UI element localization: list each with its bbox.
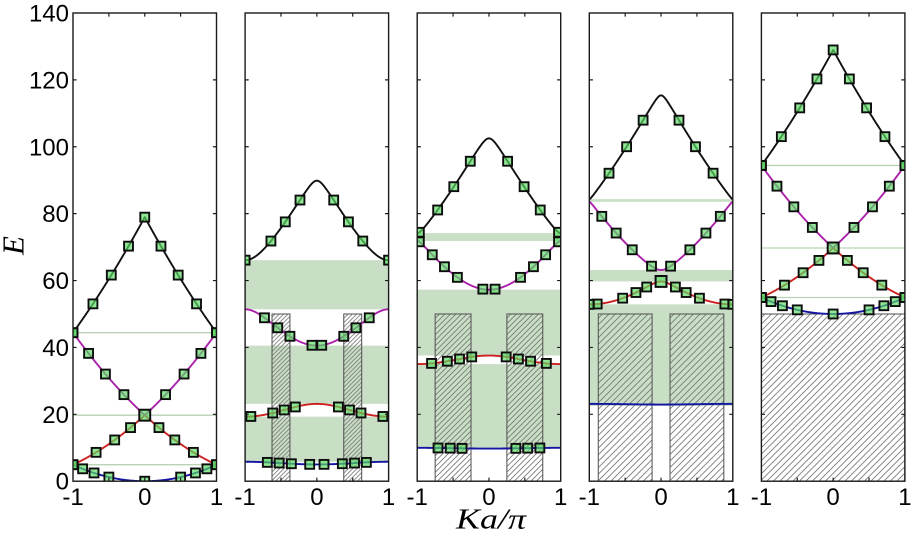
svg-text:0: 0	[138, 484, 151, 511]
svg-text:20: 20	[42, 402, 69, 429]
svg-text:0: 0	[482, 484, 495, 511]
svg-text:1: 1	[554, 484, 567, 511]
svg-text:0: 0	[654, 484, 667, 511]
svg-text:Ka/π: Ka/π	[455, 505, 528, 536]
svg-text:0: 0	[826, 484, 839, 511]
svg-text:-1: -1	[751, 484, 772, 511]
svg-text:-1: -1	[579, 484, 600, 511]
svg-text:60: 60	[42, 268, 69, 295]
svg-text:0: 0	[310, 484, 323, 511]
svg-text:-1: -1	[407, 484, 428, 511]
svg-text:140: 140	[29, 1, 69, 28]
svg-text:0: 0	[56, 469, 69, 496]
svg-text:120: 120	[29, 67, 69, 94]
svg-text:-1: -1	[62, 484, 83, 511]
svg-text:-1: -1	[234, 484, 255, 511]
svg-text:1: 1	[382, 484, 395, 511]
svg-text:100: 100	[29, 134, 69, 161]
svg-text:1: 1	[898, 484, 911, 511]
svg-text:1: 1	[726, 484, 739, 511]
svg-text:80: 80	[42, 201, 69, 228]
svg-text:40: 40	[42, 335, 69, 362]
svg-text:1: 1	[210, 484, 223, 511]
svg-text:E: E	[0, 236, 31, 256]
